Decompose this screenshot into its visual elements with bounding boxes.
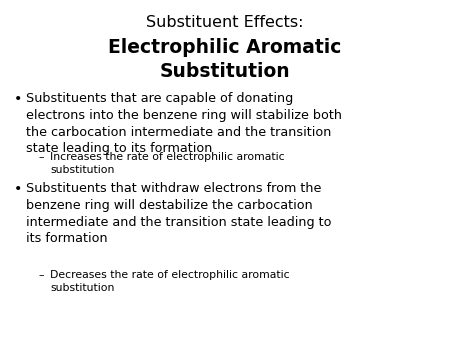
Text: Decreases the rate of electrophilic aromatic
substitution: Decreases the rate of electrophilic arom… bbox=[50, 270, 290, 293]
Text: Increases the rate of electrophilic aromatic
substitution: Increases the rate of electrophilic arom… bbox=[50, 152, 284, 175]
Text: •: • bbox=[14, 92, 22, 106]
Text: Substituents that withdraw electrons from the
benzene ring will destabilize the : Substituents that withdraw electrons fro… bbox=[26, 182, 332, 245]
Text: •: • bbox=[14, 182, 22, 196]
Text: Electrophilic Aromatic: Electrophilic Aromatic bbox=[108, 38, 342, 57]
Text: –: – bbox=[38, 152, 44, 162]
Text: Substitution: Substitution bbox=[160, 62, 290, 81]
Text: –: – bbox=[38, 270, 44, 280]
Text: Substituents that are capable of donating
electrons into the benzene ring will s: Substituents that are capable of donatin… bbox=[26, 92, 342, 155]
Text: Substituent Effects:: Substituent Effects: bbox=[146, 15, 304, 30]
